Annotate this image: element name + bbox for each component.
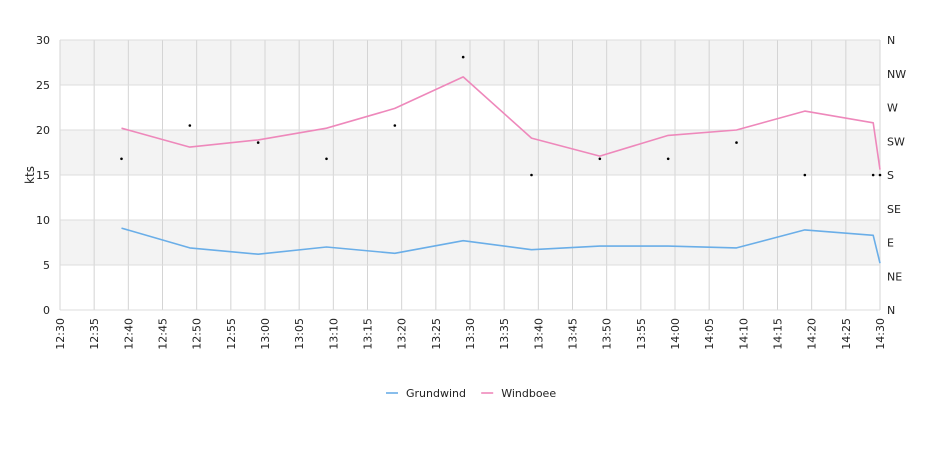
x-tick-label: 14:00 bbox=[669, 318, 682, 350]
y-tick-label: 15 bbox=[36, 169, 50, 182]
x-tick-label: 13:40 bbox=[532, 318, 545, 350]
x-tick-label: 13:50 bbox=[601, 318, 614, 350]
direction-marker bbox=[188, 124, 192, 127]
x-tick-label: 12:45 bbox=[157, 318, 170, 350]
direction-marker bbox=[803, 173, 807, 177]
x-tick-label: 13:45 bbox=[567, 318, 580, 350]
direction-tick-label: SE bbox=[887, 203, 901, 216]
right-axis-direction-ticks: N NE E SE S SW W NW N bbox=[887, 34, 906, 317]
direction-tick-label: E bbox=[887, 237, 894, 250]
x-tick-label: 14:05 bbox=[703, 318, 716, 350]
legend-label: Grundwind bbox=[406, 387, 466, 400]
series-line-grundwind bbox=[121, 227, 881, 264]
x-tick-label: 14:10 bbox=[737, 318, 750, 350]
direction-tick-label: W bbox=[887, 102, 898, 115]
direction-marker bbox=[256, 141, 260, 144]
x-tick-label: 14:15 bbox=[772, 318, 785, 350]
y-tick-label: 30 bbox=[36, 34, 50, 47]
x-tick-label: 14:30 bbox=[874, 318, 887, 350]
direction-tick-label: SW bbox=[887, 135, 905, 148]
y-tick-label: 25 bbox=[36, 79, 50, 92]
x-tick-label: 14:25 bbox=[840, 318, 853, 350]
x-tick-label: 13:30 bbox=[464, 318, 477, 350]
x-tick-label: 13:00 bbox=[259, 318, 272, 350]
direction-marker bbox=[461, 55, 465, 59]
y-tick-label: 20 bbox=[36, 124, 50, 137]
legend-label: Windboee bbox=[501, 387, 556, 400]
direction-tick-label: NE bbox=[887, 270, 902, 283]
x-tick-label: 12:30 bbox=[54, 318, 67, 350]
x-tick-label: 13:20 bbox=[396, 318, 409, 350]
direction-marker bbox=[120, 157, 123, 161]
x-tick-label: 13:15 bbox=[362, 318, 375, 350]
y-axis-ticks: 0 5 10 15 20 25 30 bbox=[36, 34, 50, 317]
x-tick-label: 13:10 bbox=[327, 318, 340, 350]
direction-marker bbox=[598, 157, 602, 161]
x-tick-label: 12:40 bbox=[122, 318, 135, 350]
y-axis-label: kts bbox=[23, 166, 37, 184]
direction-tick-label: N bbox=[887, 304, 895, 317]
direction-marker bbox=[878, 173, 882, 177]
y-tick-label: 0 bbox=[43, 304, 50, 317]
direction-marker bbox=[530, 173, 533, 177]
x-tick-label: 13:05 bbox=[293, 318, 306, 350]
direction-marker bbox=[325, 157, 328, 161]
series-line-windboee bbox=[121, 76, 881, 170]
y-tick-label: 5 bbox=[43, 259, 50, 272]
direction-marker bbox=[393, 124, 397, 127]
direction-marker bbox=[871, 173, 875, 177]
x-tick-label: 12:50 bbox=[191, 318, 204, 350]
horizontal-gridlines bbox=[60, 39, 880, 311]
series-lines bbox=[121, 76, 881, 264]
x-tick-label: 14:20 bbox=[806, 318, 819, 350]
x-tick-label: 12:35 bbox=[88, 318, 101, 350]
legend: Grundwind Windboee bbox=[386, 387, 556, 400]
direction-markers bbox=[120, 55, 882, 177]
x-tick-label: 13:55 bbox=[635, 318, 648, 350]
direction-tick-label: N bbox=[887, 34, 895, 47]
x-axis-ticks: 12:30 12:35 12:40 12:45 12:50 12:55 13:00 13:05… bbox=[54, 318, 887, 350]
x-tick-label: 12:55 bbox=[225, 318, 238, 350]
direction-tick-label: NW bbox=[887, 68, 906, 81]
x-tick-label: 13:25 bbox=[430, 318, 443, 350]
direction-tick-label: S bbox=[887, 169, 894, 182]
x-tick-label: 13:35 bbox=[498, 318, 511, 350]
y-tick-label: 10 bbox=[36, 214, 50, 227]
direction-marker bbox=[666, 157, 670, 161]
direction-marker bbox=[735, 141, 738, 144]
